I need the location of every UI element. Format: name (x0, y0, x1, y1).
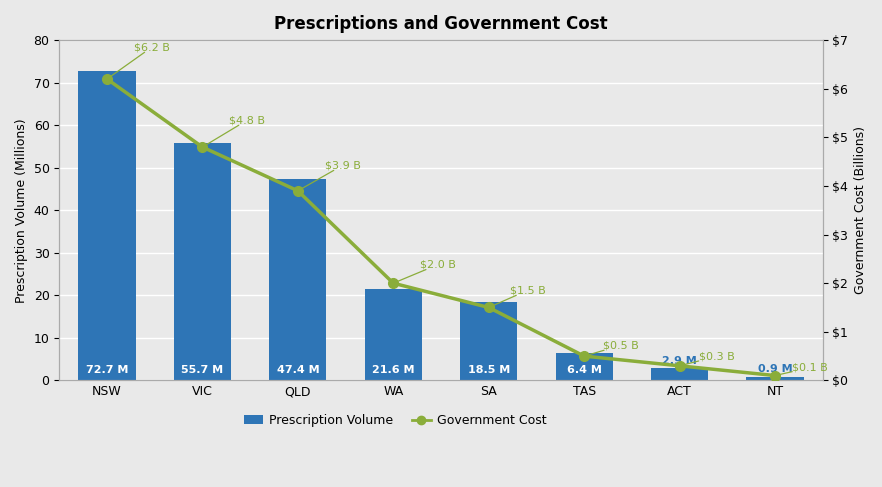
Legend: Prescription Volume, Government Cost: Prescription Volume, Government Cost (239, 409, 551, 432)
Bar (364, 288, 422, 380)
Text: $1.5 B: $1.5 B (489, 285, 545, 307)
Text: 72.7 M: 72.7 M (86, 365, 128, 375)
Text: 47.4 M: 47.4 M (277, 365, 319, 375)
Bar (269, 179, 326, 380)
Bar (460, 302, 518, 380)
Text: $4.8 B: $4.8 B (203, 115, 265, 147)
Bar (651, 368, 708, 380)
Text: $0.1 B: $0.1 B (775, 363, 828, 375)
Text: 55.7 M: 55.7 M (182, 365, 223, 375)
Text: 6.4 M: 6.4 M (567, 365, 602, 375)
Y-axis label: Government Cost (Billions): Government Cost (Billions) (854, 126, 867, 294)
Text: $3.9 B: $3.9 B (298, 160, 361, 191)
Text: 2.9 M: 2.9 M (662, 356, 697, 366)
Y-axis label: Prescription Volume (Millions): Prescription Volume (Millions) (15, 118, 28, 302)
Text: $0.3 B: $0.3 B (679, 352, 735, 366)
Bar (78, 71, 136, 380)
Text: 21.6 M: 21.6 M (372, 365, 415, 375)
Text: $0.5 B: $0.5 B (584, 340, 639, 356)
Bar (556, 353, 613, 380)
Text: 18.5 M: 18.5 M (467, 365, 510, 375)
Title: Prescriptions and Government Cost: Prescriptions and Government Cost (274, 15, 608, 33)
Text: 0.9 M: 0.9 M (758, 364, 792, 375)
Bar (174, 144, 231, 380)
Bar (746, 376, 804, 380)
Text: $6.2 B: $6.2 B (107, 42, 169, 79)
Text: $2.0 B: $2.0 B (393, 260, 456, 283)
